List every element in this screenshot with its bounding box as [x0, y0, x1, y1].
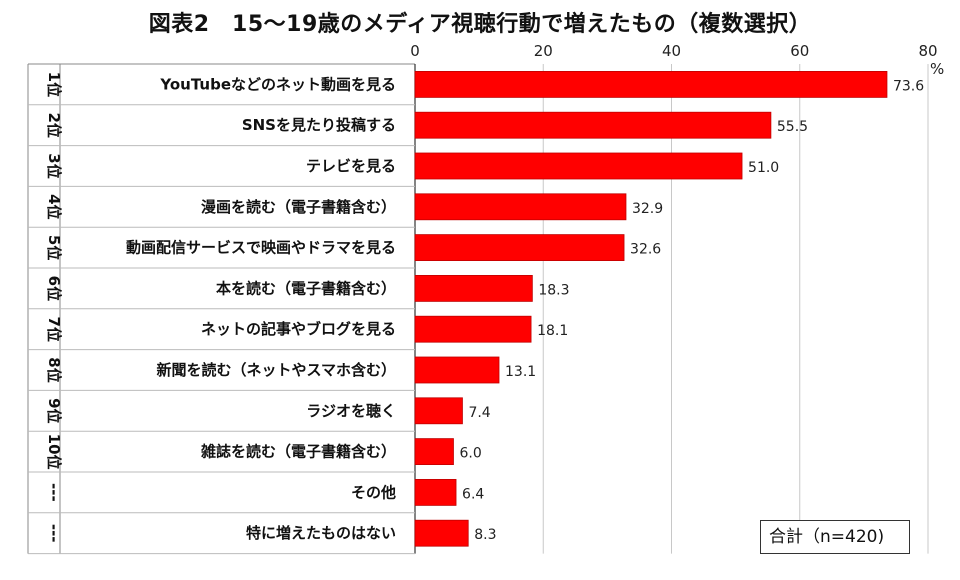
rank-label: 9位: [45, 398, 63, 423]
bar: [414, 519, 469, 547]
bar: [414, 193, 627, 221]
chart-title: 図表2 15～19歳のメディア視聴行動で増えたもの（複数選択）: [148, 12, 812, 37]
category-label: 動画配信サービスで映画やドラマを見る: [126, 239, 396, 257]
category-label: 特に増えたものはない: [246, 524, 396, 542]
bar-value-label: 7.4: [468, 405, 490, 421]
bar-value-label: 8.3: [474, 527, 496, 543]
rank-label: 2位: [45, 112, 63, 137]
bar: [414, 397, 463, 425]
bar-value-label: 32.6: [630, 242, 661, 258]
rank-label: 3位: [45, 153, 63, 178]
bar: [414, 438, 454, 466]
category-label: 漫画を読む（電子書籍含む）: [201, 198, 396, 216]
total-sample-box: 合計（n=420): [760, 520, 910, 554]
bars: 73.6 55.5 51.0 32.9 32.6 18.3 18.1 13.1 7.4 6.0 6.…: [414, 71, 924, 547]
bar: [414, 71, 888, 98]
grid-lines: [542, 64, 929, 554]
bar-value-label: 18.1: [537, 323, 568, 339]
x-tick-label: 40: [662, 42, 681, 60]
bar-value-label: 55.5: [777, 119, 808, 135]
category-table: 1位 YouTubeなどのネット動画を見る 2位 SNSを見たり投稿する 3位 テレビを見…: [27, 63, 416, 555]
x-tick-label: 60: [790, 42, 809, 60]
bar: [414, 356, 500, 384]
x-axis-unit-label: %: [930, 60, 944, 78]
category-label: テレビを見る: [306, 157, 396, 175]
x-axis-ticks: 0 20 40 60 80: [410, 42, 937, 60]
x-tick-label: 80: [918, 42, 937, 60]
rank-label: 4位: [45, 194, 63, 219]
rank-label: 5位: [45, 235, 63, 260]
bar-value-label: 73.6: [893, 78, 924, 94]
category-label: SNSを見たり投稿する: [242, 116, 396, 134]
category-label: その他: [351, 483, 396, 501]
x-tick-label: 20: [534, 42, 553, 60]
bar: [414, 152, 743, 180]
rank-label: ---: [45, 483, 63, 502]
bar-value-label: 18.3: [538, 282, 569, 298]
bar: [414, 234, 625, 262]
rank-label: ---: [45, 524, 63, 543]
rank-label: 10位: [45, 434, 63, 470]
rank-label: 1位: [45, 72, 63, 97]
bar: [414, 315, 532, 343]
x-tick-label: 0: [410, 42, 420, 60]
bar-value-label: 6.4: [462, 486, 484, 502]
bar-value-label: 32.9: [632, 201, 663, 217]
category-label: ネットの記事やブログを見る: [201, 320, 396, 338]
bar: [414, 111, 772, 139]
rank-label: 8位: [45, 357, 63, 382]
bar-value-label: 51.0: [748, 160, 779, 176]
rank-label: 6位: [45, 276, 63, 301]
rank-label: 7位: [45, 316, 63, 341]
bar: [414, 274, 533, 302]
category-label: YouTubeなどのネット動画を見る: [159, 75, 396, 93]
bar: [414, 478, 457, 506]
category-label: ラジオを聴く: [306, 402, 396, 420]
bar-value-label: 6.0: [459, 446, 481, 462]
category-label: 雑誌を読む（電子書籍含む）: [200, 443, 396, 461]
category-label: 本を読む（電子書籍含む）: [216, 279, 396, 297]
category-label: 新聞を読む（ネットやスマホ含む）: [156, 361, 396, 379]
bar-value-label: 13.1: [505, 364, 536, 380]
